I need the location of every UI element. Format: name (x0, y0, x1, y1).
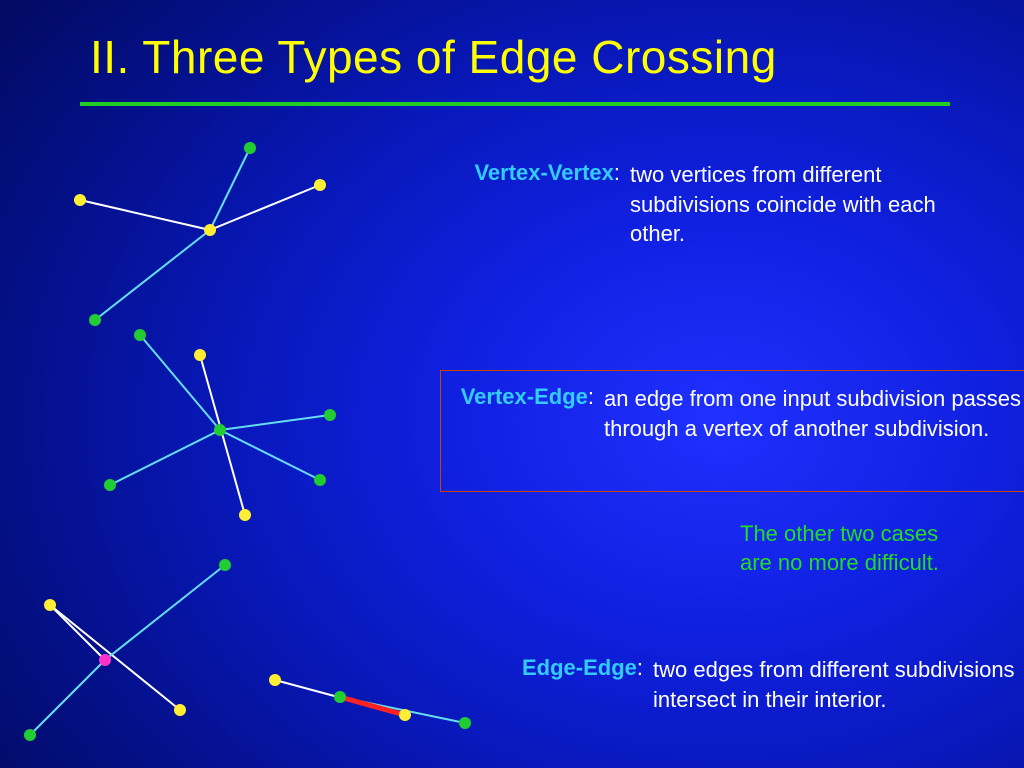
term-ve: Vertex-Edge (461, 384, 588, 409)
slide-root: II. Three Types of Edge Crossing Vertex-… (0, 0, 1024, 768)
diagram-vertex-vertex (20, 130, 380, 330)
slide-title: II. Three Types of Edge Crossing (90, 30, 777, 84)
desc-ee: two edges from different subdivisions in… (653, 657, 1015, 712)
note-line2: are no more difficult. (740, 549, 939, 578)
colon-ve: : (588, 384, 594, 409)
term-vv: Vertex-Vertex (474, 160, 613, 185)
definition-vertex-vertex: Vertex-Vertex: two vertices from differe… (460, 160, 990, 249)
diagram-vertex-edge (60, 320, 400, 540)
diagram-edge-edge-1 (5, 540, 265, 760)
definition-edge-edge: Edge-Edge: two edges from different subd… (515, 655, 1023, 714)
desc-vv: two vertices from different subdivisions… (630, 162, 936, 246)
title-underline (80, 102, 950, 106)
desc-ve: an edge from one input subdivision passe… (604, 386, 1021, 441)
term-ee: Edge-Edge (522, 655, 637, 680)
definition-vertex-edge: Vertex-Edge: an edge from one input subd… (460, 384, 1024, 443)
note-text: The other two cases are no more difficul… (740, 520, 939, 577)
diagram-edge-edge-2 (255, 665, 515, 745)
colon-ee: : (637, 655, 643, 680)
note-line1: The other two cases (740, 520, 939, 549)
colon-vv: : (614, 160, 620, 185)
